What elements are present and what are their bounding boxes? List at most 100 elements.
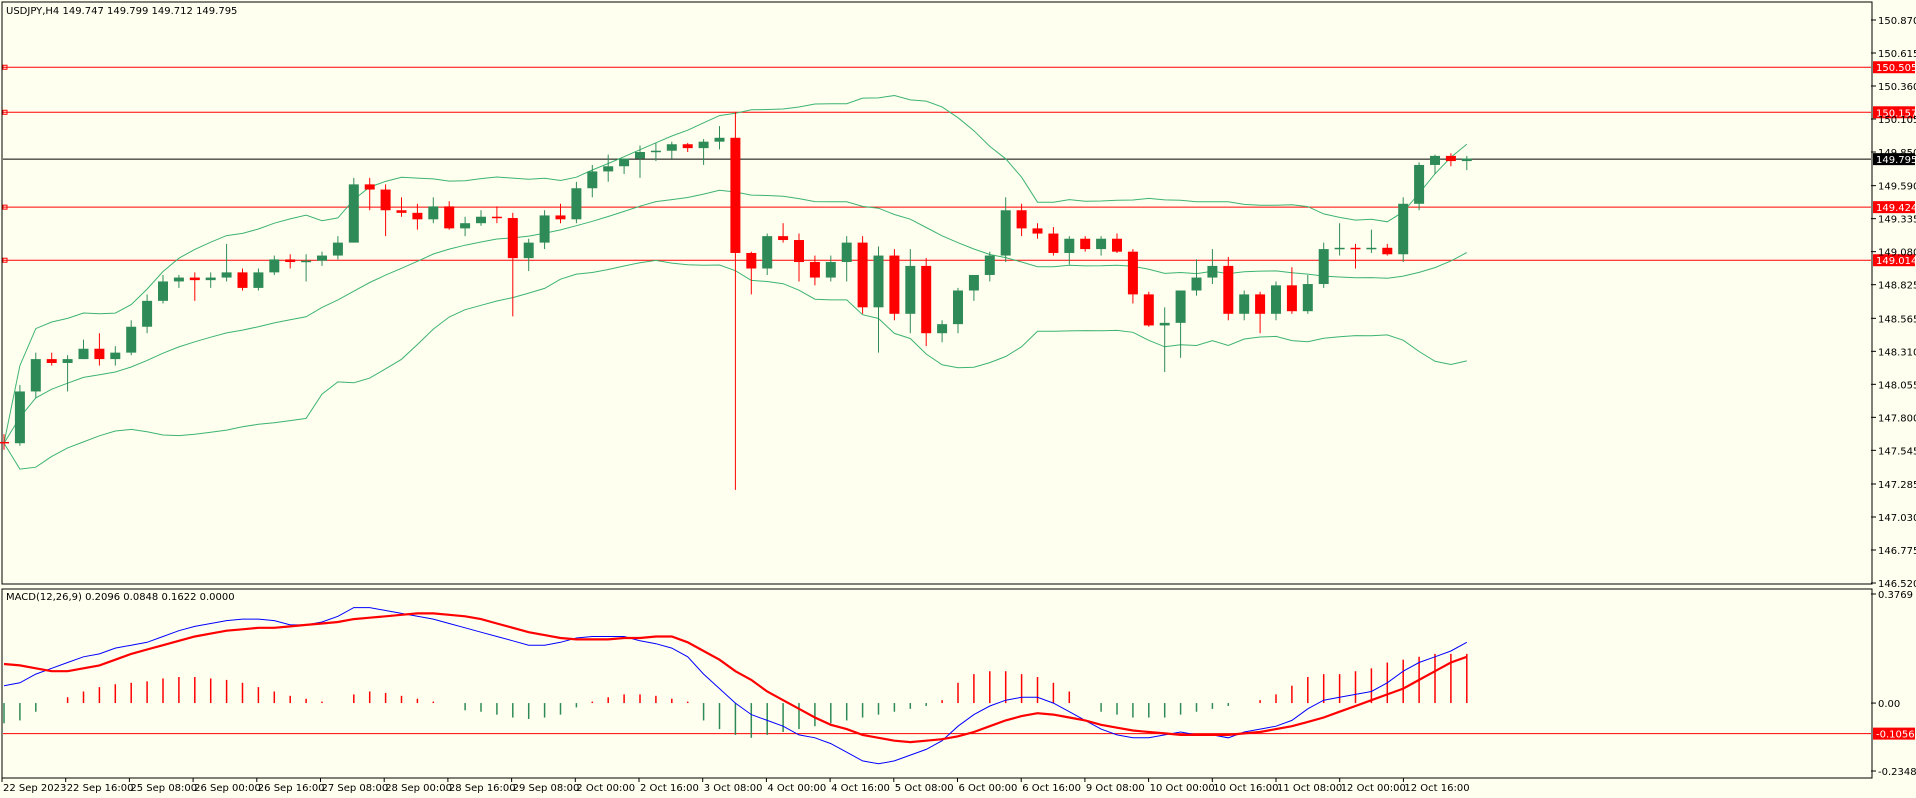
candle-bull <box>571 188 582 220</box>
candle-bear <box>1223 265 1234 314</box>
price-tick-label: 148.565 <box>1878 314 1916 325</box>
level-handle <box>2 64 8 70</box>
time-tick-label: 5 Oct 08:00 <box>895 783 954 794</box>
price-tick-label: 147.285 <box>1878 480 1916 491</box>
time-tick-label: 12 Oct 16:00 <box>1404 783 1469 794</box>
candle-bull <box>1175 290 1186 323</box>
candle-bear <box>1048 233 1059 253</box>
level-handle <box>2 257 8 263</box>
candle-bull <box>30 359 41 392</box>
candle-bull <box>1271 285 1281 314</box>
price-axis: 150.870 150.615 150.360 150.105 149.850 149.5… <box>1871 16 1916 778</box>
macd-histogram <box>3 653 1468 738</box>
candle-bull <box>14 391 25 444</box>
level-price-tag <box>1873 61 1915 74</box>
candle-bull <box>1000 210 1011 256</box>
current-price-label: 149.795 <box>1876 155 1916 166</box>
candle-bull <box>619 158 630 167</box>
time-tick-label: 27 Sep 08:00 <box>322 783 389 794</box>
candle-bear <box>285 259 296 263</box>
time-tick-label: 26 Sep 00:00 <box>194 783 261 794</box>
price-tick-label: 149.590 <box>1878 182 1916 193</box>
price-tick-label: 149.080 <box>1878 248 1916 259</box>
candle-bull <box>476 216 486 224</box>
price-tick-label: 150.360 <box>1878 82 1916 93</box>
candle-bull <box>1191 277 1202 291</box>
candle-bull <box>587 171 598 189</box>
candle-bull <box>332 242 343 256</box>
time-tick-label: 9 Oct 08:00 <box>1086 783 1145 794</box>
candle-bull <box>953 290 963 325</box>
time-tick-label: 3 Oct 08:00 <box>704 783 763 794</box>
time-tick-label: 6 Oct 00:00 <box>959 783 1018 794</box>
candle-bull <box>937 324 948 334</box>
price-tick-label: 147.545 <box>1878 446 1916 457</box>
time-tick-label: 2 Oct 16:00 <box>640 783 699 794</box>
current-price-tag <box>1873 153 1915 166</box>
macd-level-label: -0.1056 <box>1876 730 1915 741</box>
candle-bear <box>1350 247 1361 250</box>
price-tick-label: 150.105 <box>1878 115 1916 126</box>
time-tick-label: 22 Sep 16:00 <box>67 783 134 794</box>
macd-header: MACD(12,26,9) 0.2096 0.0848 0.1622 0.000… <box>6 592 235 603</box>
candle-bull <box>460 223 471 229</box>
macd-tick-label: 0.3769 <box>1878 590 1913 601</box>
level-price-label: 149.424 <box>1876 203 1916 214</box>
level-price-label: 149.014 <box>1876 256 1916 267</box>
price-tick-label: 148.310 <box>1878 347 1916 358</box>
candle-bull <box>173 277 184 282</box>
candle-bear <box>809 262 820 278</box>
time-tick-label: 12 Oct 00:00 <box>1341 783 1406 794</box>
candle-bear <box>46 359 57 363</box>
candle-bull <box>1414 164 1425 204</box>
candle-bear <box>237 272 248 288</box>
candle-bear <box>189 277 200 281</box>
time-tick-label: 26 Sep 16:00 <box>258 783 325 794</box>
candle-bull <box>523 242 534 259</box>
candle-bear <box>921 265 932 334</box>
level-handle <box>2 109 8 115</box>
candle-bull <box>650 150 661 153</box>
macd-lines <box>3 607 1468 765</box>
level-handle <box>2 204 8 210</box>
candle-bull <box>78 348 89 360</box>
candle-bear <box>444 206 455 229</box>
candle-bull <box>1430 155 1440 165</box>
level-price-label: 150.157 <box>1876 108 1916 119</box>
price-tick-label: 148.055 <box>1878 380 1916 391</box>
time-tick-label: 10 Oct 16:00 <box>1213 783 1278 794</box>
candle-bear <box>1127 251 1138 295</box>
macd-tick-label: 0.00 <box>1878 699 1900 710</box>
time-tick-label: 29 Sep 08:00 <box>513 783 580 794</box>
price-tick-label: 146.775 <box>1878 546 1916 557</box>
candle-bear <box>1286 285 1297 312</box>
candle-bear <box>778 236 789 241</box>
candle-bear <box>94 348 105 360</box>
candle-bull <box>428 206 439 220</box>
candle-bull <box>348 184 359 243</box>
candle-bull <box>1334 247 1345 250</box>
candle-bull <box>1461 158 1472 162</box>
candle-bear <box>1143 294 1154 326</box>
time-tick-label: 4 Oct 16:00 <box>831 783 890 794</box>
candle-bull <box>301 260 312 263</box>
candle-bear <box>1016 210 1027 229</box>
level-price-tag <box>1873 254 1915 267</box>
time-tick-label: 11 Oct 08:00 <box>1277 783 1342 794</box>
time-tick-label: 28 Sep 00:00 <box>385 783 452 794</box>
candle-bear <box>1112 238 1122 252</box>
candle-bear <box>396 210 407 213</box>
candle-bull <box>1398 203 1409 255</box>
candle-bull <box>62 359 73 363</box>
main-panel <box>1 1 1873 585</box>
price-tick-label: 149.335 <box>1878 215 1916 226</box>
candle-bull <box>110 352 121 360</box>
candle-bear <box>555 215 566 220</box>
candle-bear <box>1382 247 1393 255</box>
candle-bear <box>1080 238 1091 250</box>
time-tick-label: 2 Oct 00:00 <box>576 783 635 794</box>
candle-bull <box>126 326 137 353</box>
candle-bull <box>714 137 725 142</box>
